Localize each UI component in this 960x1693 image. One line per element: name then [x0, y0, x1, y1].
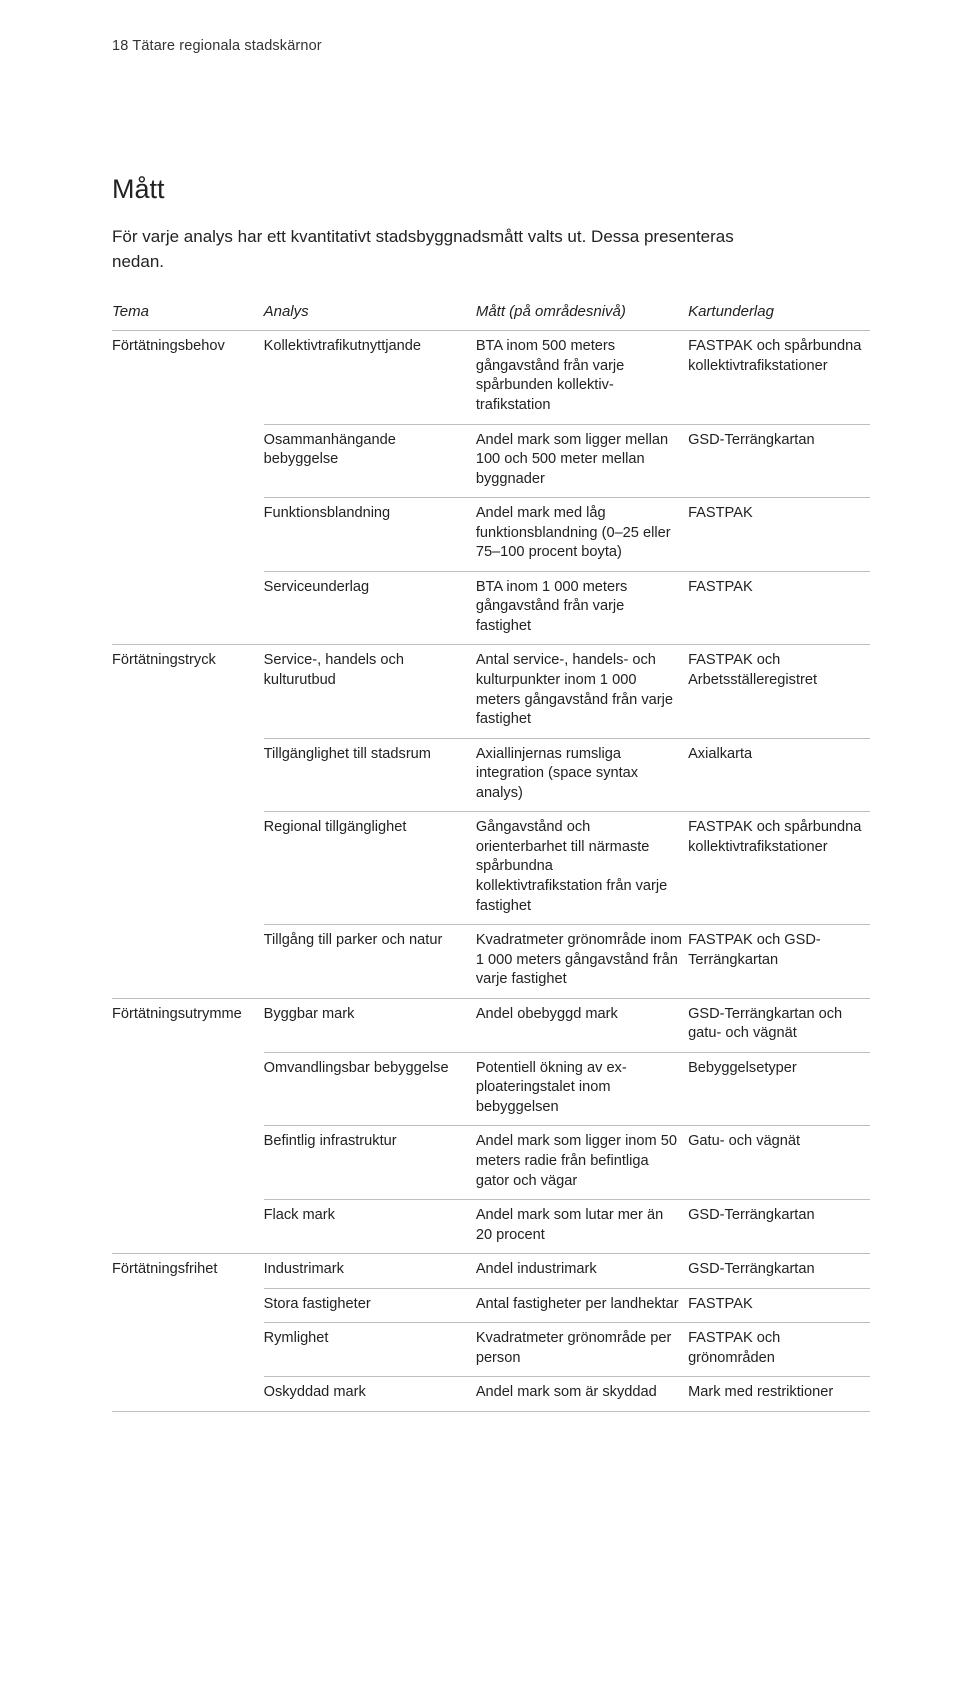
col-analys: Analys: [264, 296, 476, 331]
analys-cell: Serviceunderlag: [264, 571, 476, 645]
kart-cell: FASTPAK och Arbetsställeregistret: [688, 645, 870, 738]
col-tema: Tema: [112, 296, 264, 331]
kart-cell: FASTPAK: [688, 498, 870, 572]
table-row: FörtätningsfrihetIndustrimarkAndel indus…: [112, 1254, 870, 1289]
analys-cell: Befintlig infrastruktur: [264, 1126, 476, 1200]
kart-cell: Mark med restrik­tioner: [688, 1377, 870, 1412]
kart-cell: FASTPAK: [688, 571, 870, 645]
analys-cell: Omvandlingsbar bebyggelse: [264, 1052, 476, 1126]
matt-cell: Kvadratmeter grön­område per person: [476, 1323, 688, 1377]
analys-cell: Tillgång till parker och natur: [264, 925, 476, 999]
table-body: FörtätningsbehovKollektivtrafikutnyttjan…: [112, 331, 870, 1412]
matt-cell: Antal fastigheter per landhektar: [476, 1288, 688, 1323]
analys-cell: Industrimark: [264, 1254, 476, 1289]
tema-cell: Förtätningsbehov: [112, 331, 264, 645]
kart-cell: FASTPAK och spår­bundna kollektiv­trafik…: [688, 331, 870, 424]
kart-cell: FASTPAK och grönområden: [688, 1323, 870, 1377]
matt-cell: Andel obebyggd mark: [476, 998, 688, 1052]
matt-cell: Andel mark som lutar mer än 20 procent: [476, 1200, 688, 1254]
kart-cell: GSD-Terrängkartan och gatu- och vägnät: [688, 998, 870, 1052]
kart-cell: GSD-Terrängkartan: [688, 1254, 870, 1289]
analys-cell: Funktionsblandning: [264, 498, 476, 572]
matt-cell: Gångavstånd och orienterbarhet till närm…: [476, 812, 688, 925]
analys-cell: Stora fastigheter: [264, 1288, 476, 1323]
matt-cell: Andel industrimark: [476, 1254, 688, 1289]
matt-cell: Kvadratmeter grönom­råde inom 1 000 mete…: [476, 925, 688, 999]
matt-cell: Potentiell ökning av ex­ploateringstalet…: [476, 1052, 688, 1126]
kart-cell: Gatu- och vägnät: [688, 1126, 870, 1200]
kart-cell: Bebyggelsetyper: [688, 1052, 870, 1126]
kart-cell: GSD-Terrängkartan: [688, 1200, 870, 1254]
table-header-row: Tema Analys Mått (på områdesnivå) Kartun…: [112, 296, 870, 331]
matt-cell: Andel mark som är skyddad: [476, 1377, 688, 1412]
tema-cell: Förtätningstryck: [112, 645, 264, 998]
matt-cell: Antal service-, handels- och kulturpunkt…: [476, 645, 688, 738]
analys-cell: Byggbar mark: [264, 998, 476, 1052]
matt-cell: Andel mark som ligger mellan 100 och 500…: [476, 424, 688, 498]
col-matt: Mått (på områdesnivå): [476, 296, 688, 331]
running-head: 18 Tätare regionala stadskärnor: [112, 38, 870, 54]
analys-cell: Osammanhängande bebyggelse: [264, 424, 476, 498]
matt-cell: BTA inom 500 meters gångavstånd från var…: [476, 331, 688, 424]
kart-cell: GSD-Terrängkartan: [688, 424, 870, 498]
col-kart: Kartunderlag: [688, 296, 870, 331]
section-heading: Mått: [112, 174, 870, 205]
matt-cell: Andel mark med låg funktionsblandning (0…: [476, 498, 688, 572]
intro-paragraph: För varje analys har ett kvantitativt st…: [112, 225, 752, 274]
tema-cell: Förtätningsfrihet: [112, 1254, 264, 1412]
table-row: FörtätningsbehovKollektivtrafikutnyttjan…: [112, 331, 870, 424]
kart-cell: FASTPAK: [688, 1288, 870, 1323]
analys-cell: Oskyddad mark: [264, 1377, 476, 1412]
table-row: FörtätningstryckService-, handels och ku…: [112, 645, 870, 738]
analys-cell: Kollektivtrafikutnyttjande: [264, 331, 476, 424]
page-container: 18 Tätare regionala stadskärnor Mått För…: [0, 0, 960, 1452]
matt-cell: Andel mark som ligger inom 50 meters rad…: [476, 1126, 688, 1200]
matt-cell: Axiallinjernas rumsliga integration (spa…: [476, 738, 688, 812]
kart-cell: FASTPAK och spårbundna kollek­tivtrafiks…: [688, 812, 870, 925]
matt-table: Tema Analys Mått (på områdesnivå) Kartun…: [112, 296, 870, 1412]
table-row: Förtätnings­utrymmeByggbar markAndel obe…: [112, 998, 870, 1052]
analys-cell: Service-, handels och kulturutbud: [264, 645, 476, 738]
kart-cell: FASTPAK och GSD-Terrängkartan: [688, 925, 870, 999]
tema-cell: Förtätnings­utrymme: [112, 998, 264, 1253]
analys-cell: Regional tillgänglighet: [264, 812, 476, 925]
analys-cell: Tillgänglighet till stadsrum: [264, 738, 476, 812]
analys-cell: Flack mark: [264, 1200, 476, 1254]
kart-cell: Axialkarta: [688, 738, 870, 812]
matt-cell: BTA inom 1 000 meters gångavstånd från v…: [476, 571, 688, 645]
analys-cell: Rymlighet: [264, 1323, 476, 1377]
